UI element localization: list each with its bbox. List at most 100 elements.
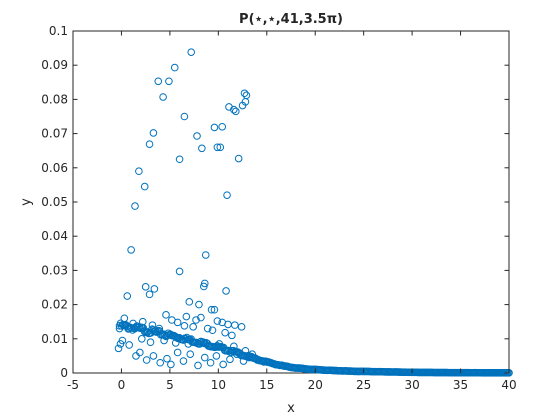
data-point: [173, 318, 182, 327]
data-point: [135, 323, 143, 332]
ticks-layer: -5 0 5 10 15 20 25 30 35 4000.010.020.030.040.050…: [41, 24, 516, 392]
data-point: [189, 323, 197, 331]
y-tick-label: 0.05: [41, 195, 68, 209]
y-tick-label: 0: [60, 366, 68, 380]
data-point: [186, 350, 195, 358]
x-tick-label: 40: [501, 378, 516, 392]
data-point: [197, 313, 205, 322]
data-point: [210, 123, 219, 132]
data-point: [226, 355, 234, 364]
data-point: [200, 353, 209, 362]
data-point: [206, 358, 215, 367]
data-point: [167, 360, 175, 369]
data-point: [208, 326, 217, 335]
x-tick-label: 25: [356, 378, 371, 392]
data-point: [175, 267, 184, 276]
data-point: [165, 77, 173, 86]
x-tick-label: 15: [259, 378, 274, 392]
data-point: [198, 144, 206, 153]
data-point: [151, 327, 160, 336]
data-point: [193, 132, 201, 140]
y-tick-label: 0.04: [41, 229, 68, 243]
data-point: [159, 93, 167, 101]
data-point: [223, 191, 231, 199]
data-point: [154, 77, 163, 86]
data-point: [175, 155, 184, 164]
data-point: [195, 300, 203, 309]
x-tick-label: 20: [308, 378, 323, 392]
data-point: [114, 344, 123, 353]
data-point: [182, 312, 191, 321]
data-point: [228, 331, 236, 340]
x-tick-label: 10: [211, 378, 226, 392]
data-point: [170, 63, 179, 72]
data-point: [207, 305, 216, 314]
data-point: [180, 322, 189, 330]
y-tick-label: 0.03: [41, 263, 68, 277]
y-tick-label: 0.1: [49, 24, 68, 38]
data-point: [150, 285, 159, 293]
data-point: [216, 143, 225, 152]
data-point: [136, 348, 144, 357]
data-point: [131, 202, 139, 210]
y-tick-label: 0.06: [41, 161, 68, 175]
data-point: [221, 328, 229, 337]
data-point: [146, 338, 155, 347]
data-point: [199, 338, 207, 346]
data-point: [203, 324, 212, 333]
data-point: [141, 283, 150, 291]
data-point: [162, 311, 170, 319]
x-tick-label: 35: [453, 378, 468, 392]
y-tick-label: 0.09: [41, 58, 68, 72]
data-point: [173, 348, 182, 357]
data-point: [145, 290, 154, 299]
data-point: [218, 122, 227, 131]
data-point: [123, 292, 132, 300]
data-point: [142, 356, 151, 364]
data-point: [179, 357, 188, 365]
data-point: [200, 282, 208, 291]
x-tick-label: -5: [67, 378, 79, 392]
data-point: [163, 354, 171, 363]
data-point: [210, 305, 219, 314]
plot-area: -5 0 5 10 15 20 25 30 35 4000.010.020.030.040.050…: [41, 24, 516, 392]
data-point: [231, 321, 239, 329]
points-layer: [114, 48, 513, 377]
data-point: [201, 251, 210, 259]
data-point: [248, 352, 256, 361]
chart-title: P(⋆,⋆,41,3.5π): [239, 12, 343, 27]
data-point: [238, 101, 247, 110]
data-point: [213, 317, 222, 325]
data-point: [219, 360, 227, 369]
y-tick-label: 0.07: [41, 127, 68, 141]
data-point: [125, 341, 133, 349]
data-point: [127, 246, 135, 254]
data-point: [234, 154, 243, 163]
data-point: [118, 336, 127, 345]
y-tick-label: 0.08: [41, 92, 68, 106]
x-axis-label: x: [287, 401, 295, 416]
data-point: [237, 323, 246, 331]
data-point: [213, 143, 222, 152]
data-point: [200, 279, 209, 288]
data-point: [212, 352, 221, 360]
x-tick-label: 0: [118, 378, 126, 392]
data-point: [192, 316, 200, 324]
y-tick-label: 0.01: [41, 332, 68, 346]
data-point: [187, 48, 195, 57]
data-point: [135, 167, 143, 176]
data-point: [231, 107, 240, 116]
data-point: [156, 358, 164, 367]
x-tick-label: 30: [404, 378, 419, 392]
y-tick-label: 0.02: [41, 298, 68, 312]
data-point: [149, 352, 158, 360]
data-point: [140, 182, 149, 191]
data-point: [180, 112, 189, 121]
data-point: [149, 129, 158, 137]
data-point: [222, 287, 230, 295]
axes-box: [72, 30, 510, 374]
data-point: [137, 335, 146, 343]
data-point: [230, 105, 238, 114]
x-tick-label: 5: [166, 378, 174, 392]
